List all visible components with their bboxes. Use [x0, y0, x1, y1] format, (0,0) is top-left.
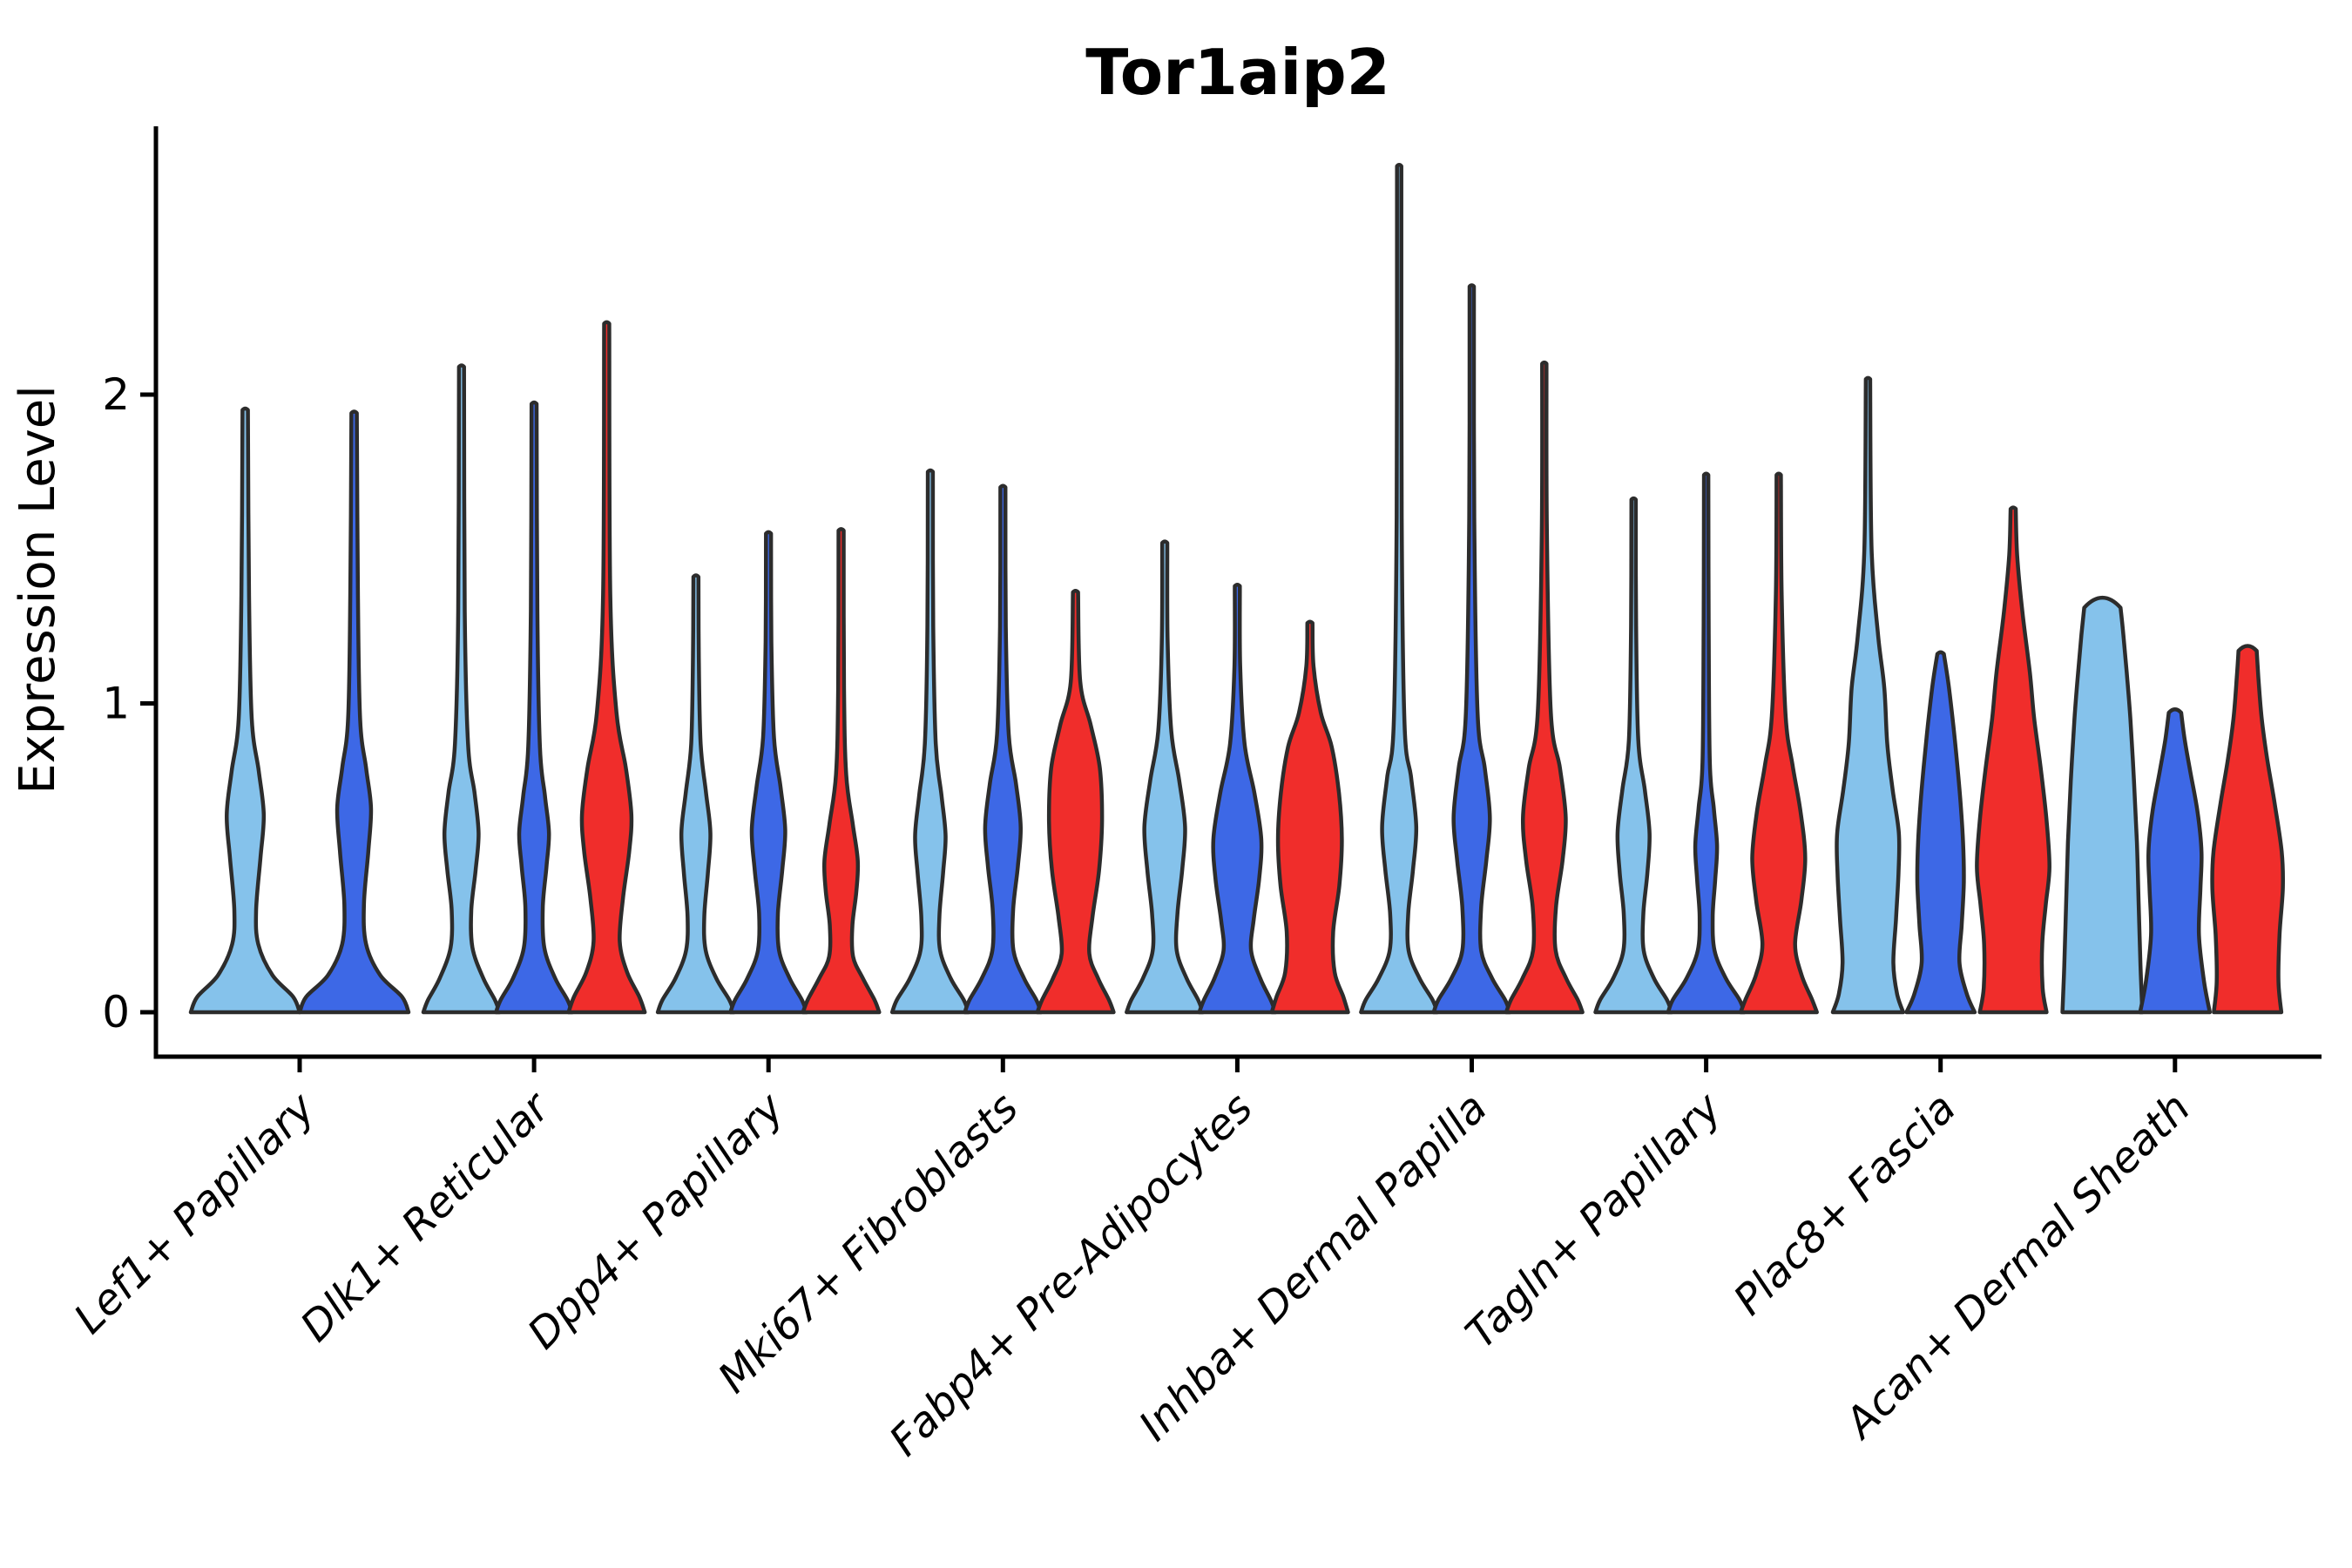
violin-red-tagln-papillary: [1738, 471, 1819, 1015]
violin-blue-dlk1-reticular: [494, 400, 575, 1015]
violin-red-dpp4-papillary: [801, 527, 882, 1015]
violin-blue-mki67-fibroblasts: [963, 483, 1044, 1015]
violin-red-mki67-fibroblasts: [1035, 589, 1116, 1015]
violin-lightblue-fabp4-pre-adipocytes: [1125, 539, 1206, 1015]
violin-lightblue-mki67-fibroblasts: [889, 468, 970, 1015]
violin-blue-lef1-papillary: [297, 409, 411, 1015]
violins-layer: [188, 163, 2286, 1015]
chart-title: Tor1aip2: [1085, 36, 1390, 109]
y-tick-label: 2: [102, 369, 130, 420]
y-tick-label: 1: [102, 679, 130, 729]
violin-red-fabp4-pre-adipocytes: [1269, 619, 1350, 1015]
violin-blue-fabp4-pre-adipocytes: [1197, 582, 1278, 1015]
violin-red-dlk1-reticular: [566, 320, 647, 1015]
x-tick-label-lef1-papillary: Lef1+ Papillary: [64, 1083, 325, 1343]
violin-lightblue-acan-dermal-sheath: [2060, 595, 2145, 1015]
violin-red-inhba-dermal-papilla: [1504, 360, 1585, 1015]
violin-lightblue-dpp4-papillary: [655, 573, 736, 1015]
y-axis-label: Expression Level: [10, 385, 66, 794]
violin-blue-plac8-fascia: [1904, 650, 1977, 1015]
x-tick-label-plac8-fascia: Plac8+ Fascia: [1725, 1084, 1966, 1325]
x-tick-label-tagln-papillary: Tagln+ Papillary: [1456, 1083, 1732, 1358]
violin-lightblue-lef1-papillary: [188, 406, 302, 1015]
axes-layer: [140, 126, 2322, 1072]
violin-red-plac8-fascia: [1975, 505, 2051, 1015]
violin-lightblue-inhba-dermal-papilla: [1359, 163, 1440, 1015]
violin-blue-acan-dermal-sheath: [2138, 706, 2213, 1015]
violin-red-acan-dermal-sheath: [2210, 644, 2286, 1015]
violin-lightblue-dlk1-reticular: [421, 363, 502, 1015]
violin-lightblue-tagln-papillary: [1593, 496, 1674, 1015]
violin-blue-tagln-papillary: [1666, 471, 1747, 1015]
x-tick-label-dlk1-reticular: Dlk1+ Reticular: [291, 1082, 561, 1352]
violin-blue-inhba-dermal-papilla: [1431, 283, 1512, 1015]
violin-blue-dpp4-papillary: [728, 530, 809, 1015]
x-tick-label-dpp4-papillary: Dpp4+ Papillary: [518, 1083, 794, 1358]
y-tick-label: 0: [102, 987, 130, 1037]
violin-lightblue-plac8-fascia: [1830, 375, 1906, 1015]
